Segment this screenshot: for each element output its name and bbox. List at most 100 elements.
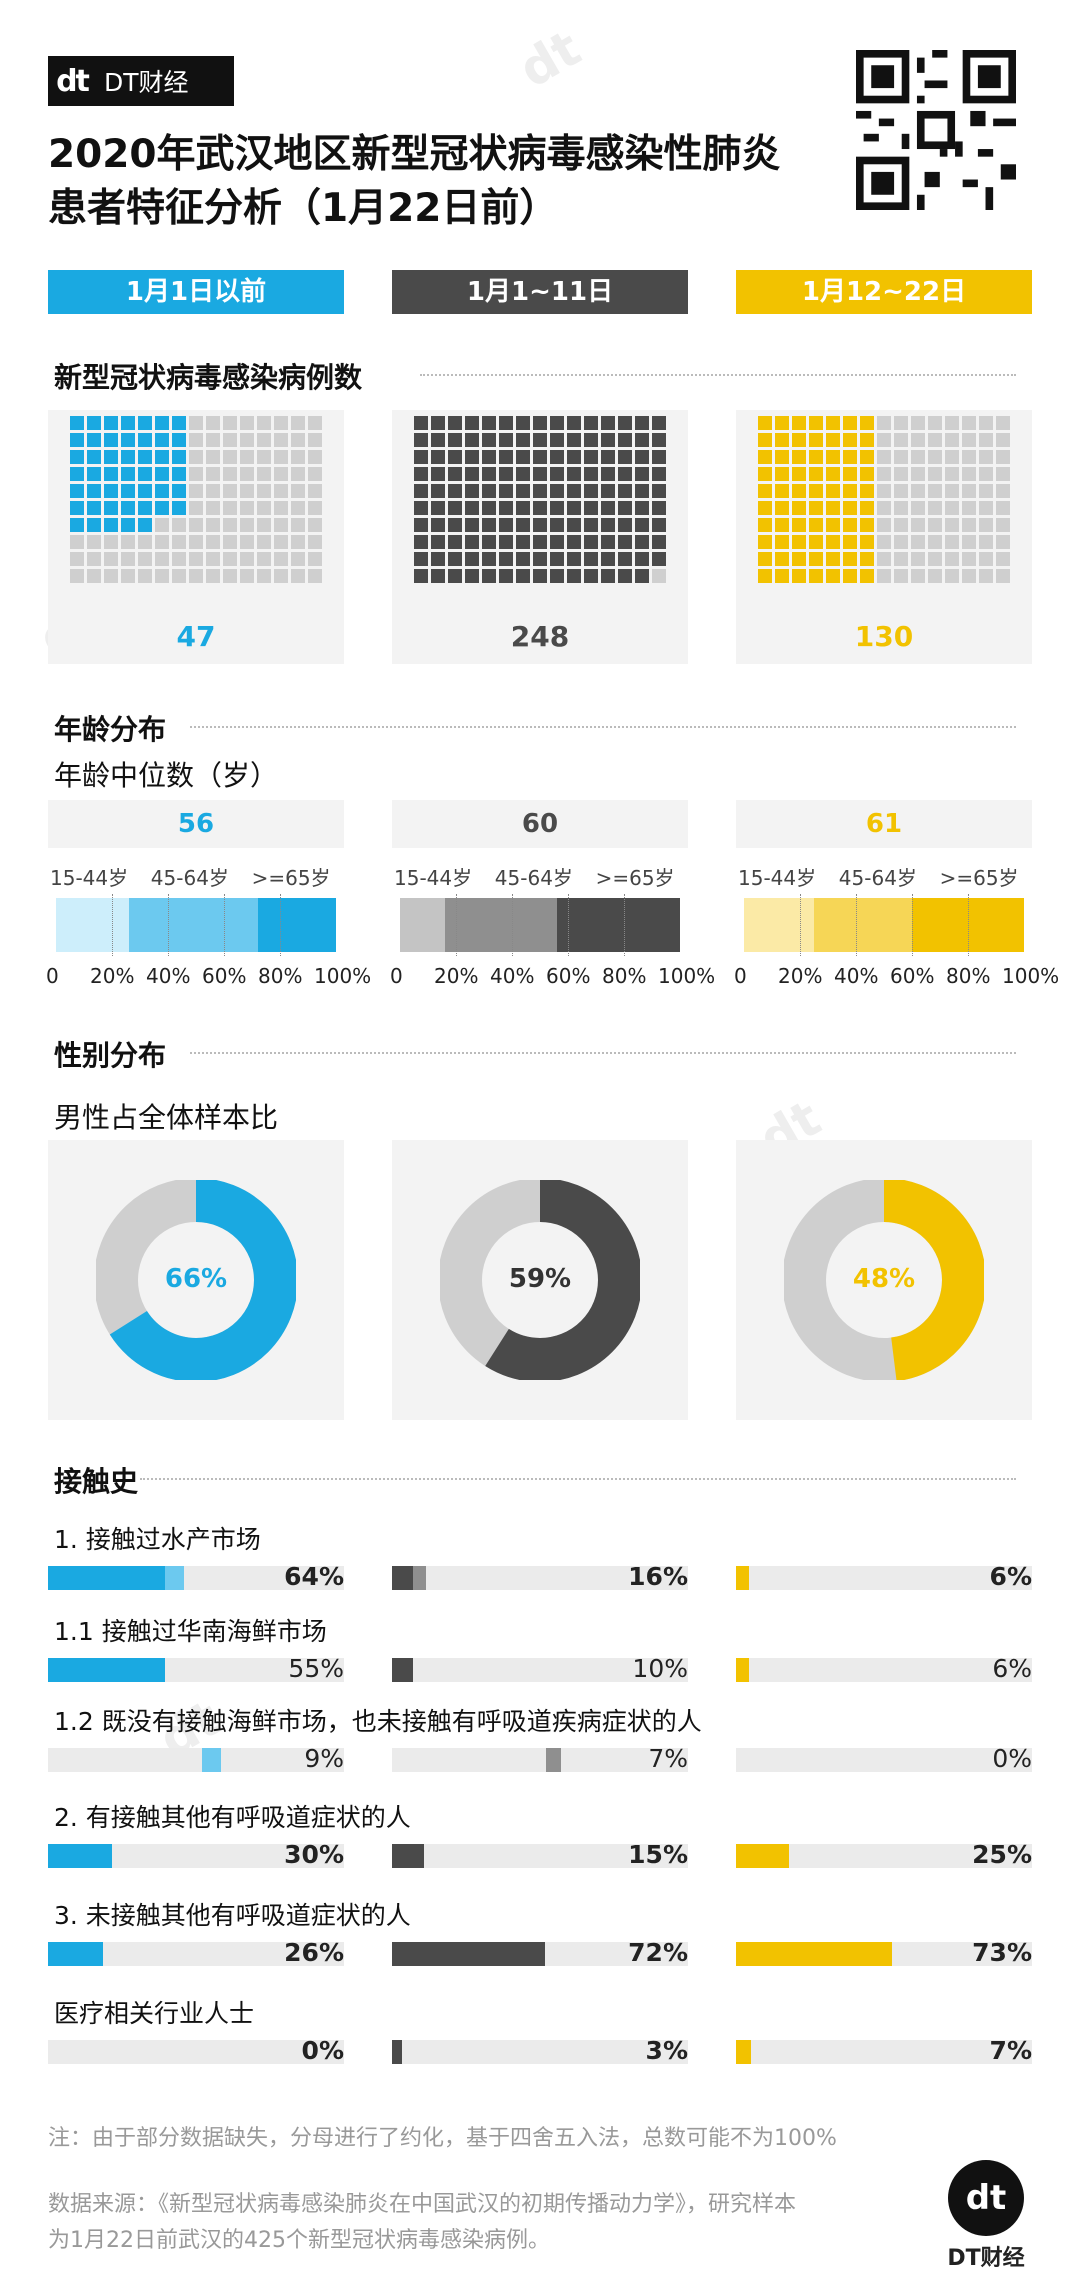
- waffle-cell: [206, 518, 220, 532]
- brand-logo: dt DT财经: [48, 56, 234, 106]
- contact-track: [736, 1566, 1032, 1590]
- waffle-cell: [550, 569, 564, 583]
- contact-bar-fill: [392, 1942, 546, 1966]
- contact-row-label: 1. 接触过水产市场: [54, 1525, 261, 1554]
- waffle-cell: [996, 569, 1010, 583]
- waffle-cell: [601, 450, 615, 464]
- waffle-cell: [979, 416, 993, 430]
- waffle-cell: [962, 467, 976, 481]
- waffle-cell: [465, 552, 479, 566]
- waffle-cell: [911, 433, 925, 447]
- waffle-cell: [121, 467, 135, 481]
- gridline: [112, 894, 113, 956]
- contact-track: [392, 1748, 688, 1772]
- waffle-cell: [758, 535, 772, 549]
- waffle-cell: [155, 450, 169, 464]
- waffle-cell: [172, 416, 186, 430]
- waffle-cell: [223, 518, 237, 532]
- axis-tick-label: 100%: [658, 964, 716, 988]
- contact-row-label: 2. 有接触其他有呼吸道症状的人: [54, 1803, 411, 1832]
- waffle-cell: [996, 450, 1010, 464]
- waffle-cell: [189, 484, 203, 498]
- waffle-cell: [155, 501, 169, 515]
- page-title: 2020年武汉地区新型冠状病毒感染性肺炎 患者特征分析（1月22日前）: [48, 128, 781, 236]
- waffle-cell: [550, 484, 564, 498]
- waffle-cell: [172, 552, 186, 566]
- contact-value-label: 30%: [284, 1840, 344, 1869]
- gridline: [624, 894, 625, 956]
- waffle-cell: [826, 416, 840, 430]
- waffle-cell: [635, 450, 649, 464]
- waffle-cell: [431, 501, 445, 515]
- contact-row-label: 1.2 既没有接触海鲜市场，也未接触有呼吸道疾病症状的人: [54, 1707, 702, 1736]
- axis-tick-label: 100%: [314, 964, 372, 988]
- waffle-cell: [550, 450, 564, 464]
- waffle-cell: [962, 484, 976, 498]
- waffle-cell: [291, 535, 305, 549]
- waffle-cell: [308, 501, 322, 515]
- waffle-cell: [635, 416, 649, 430]
- waffle-cell: [635, 535, 649, 549]
- waffle-cell: [155, 535, 169, 549]
- waffle-cell: [121, 569, 135, 583]
- waffle-cell: [189, 450, 203, 464]
- waffle-cell: [567, 535, 581, 549]
- gridline: [456, 894, 457, 956]
- waffle-cell: [308, 433, 322, 447]
- waffle-cell: [70, 552, 84, 566]
- waffle-cell: [894, 552, 908, 566]
- waffle-cell: [567, 484, 581, 498]
- waffle-cell: [843, 416, 857, 430]
- waffle-cell: [257, 416, 271, 430]
- contact-value-label: 10%: [632, 1654, 688, 1683]
- axis-tick-label: 0: [390, 964, 403, 988]
- waffle-cell: [652, 552, 666, 566]
- waffle-cell: [516, 501, 530, 515]
- donut-male-slice: [440, 1180, 640, 1380]
- waffle-cell: [448, 467, 462, 481]
- waffle-cell: [792, 484, 806, 498]
- waffle-cell: [843, 518, 857, 532]
- age-segment-0: [56, 898, 129, 952]
- waffle-cell: [274, 433, 288, 447]
- divider: [420, 374, 1016, 376]
- waffle-cell: [308, 518, 322, 532]
- waffle-cell: [431, 467, 445, 481]
- axis-tick-label: 80%: [258, 964, 303, 988]
- waffle-cell: [962, 552, 976, 566]
- waffle-cell: [962, 450, 976, 464]
- waffle-cell: [482, 467, 496, 481]
- age-group-label: >=65岁: [939, 866, 1019, 890]
- waffle-cell: [189, 569, 203, 583]
- contact-track: [48, 1748, 344, 1772]
- waffle-cell: [826, 450, 840, 464]
- age-group-label: 15-44岁: [394, 866, 473, 890]
- waffle-cell: [979, 484, 993, 498]
- waffle-cell: [775, 450, 789, 464]
- contact-bar-fill: [392, 1658, 414, 1682]
- waffle-cell: [465, 484, 479, 498]
- waffle-cell: [70, 484, 84, 498]
- waffle-cell: [155, 484, 169, 498]
- contact-value-label: 0%: [301, 2036, 344, 2065]
- waffle-cell: [448, 416, 462, 430]
- waffle-cell: [758, 518, 772, 532]
- waffle-cell: [87, 484, 101, 498]
- waffle-cell: [584, 569, 598, 583]
- waffle-cell: [758, 484, 772, 498]
- waffle-cell: [894, 433, 908, 447]
- waffle-cell: [189, 433, 203, 447]
- title-line-1: 2020年武汉地区新型冠状病毒感染性肺炎: [48, 132, 781, 177]
- waffle-cell: [877, 535, 891, 549]
- age-section-title: 年龄分布: [54, 713, 167, 746]
- waffle-cell: [860, 484, 874, 498]
- waffle-cell: [206, 552, 220, 566]
- waffle-cell: [911, 535, 925, 549]
- waffle-cell: [414, 416, 428, 430]
- axis-tick-label: 40%: [834, 964, 879, 988]
- waffle-cell: [979, 433, 993, 447]
- waffle-cell: [877, 518, 891, 532]
- waffle-cell: [482, 484, 496, 498]
- waffle-cell: [894, 416, 908, 430]
- waffle-cell: [809, 416, 823, 430]
